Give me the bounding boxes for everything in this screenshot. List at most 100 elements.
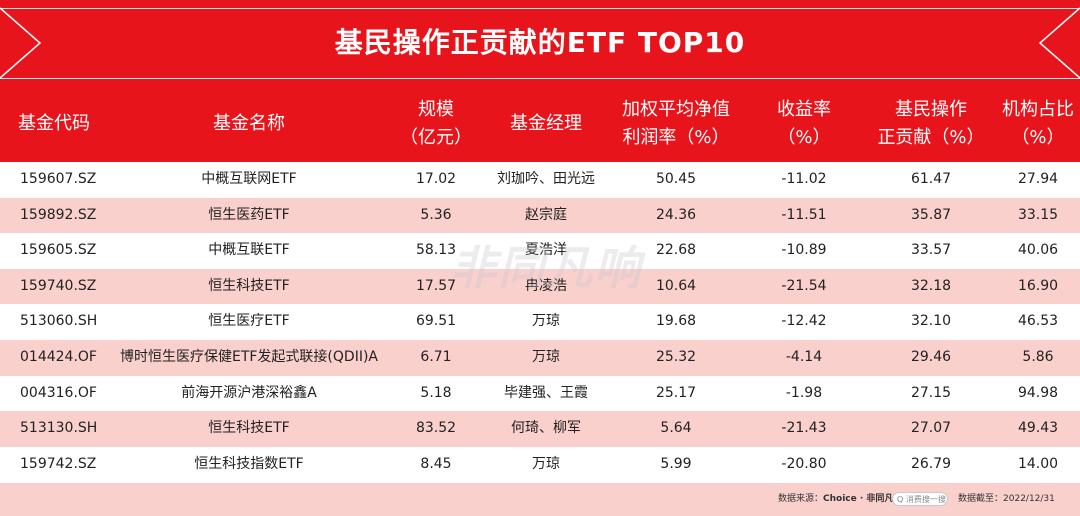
cell-yield: -21.54	[781, 277, 827, 294]
cell-code: 159892.SZ	[20, 206, 97, 223]
cell-code: 014424.OF	[20, 349, 97, 365]
cell-manager: 何琦、柳军	[511, 420, 581, 437]
cell-profit: 22.68	[655, 242, 697, 259]
cell-inst: 46.53	[1017, 313, 1059, 330]
header-inst-line2: （%）	[1011, 127, 1065, 148]
cell-yield: -10.89	[781, 242, 827, 259]
header-scale: 规模 （亿元）	[390, 86, 482, 162]
left-corner-decoration	[0, 7, 42, 79]
cell-manager: 冉凌浩	[525, 277, 567, 294]
cell-profit: 24.36	[655, 206, 697, 223]
table-row: 004316.OF 前海开源沪港深裕鑫A 5.18 毕建强、王霞 25.17 -1.98 2…	[0, 376, 1080, 412]
cell-inst: 49.43	[1017, 420, 1059, 437]
cell-scale: 8.45	[420, 455, 452, 472]
header-manager-label: 基金经理	[510, 113, 582, 134]
cell-inst: 27.94	[1017, 171, 1059, 187]
search-pill[interactable]: Q 消费搜一搜	[892, 492, 948, 506]
cell-yield: -21.43	[781, 420, 827, 437]
date-label: 数据截至：	[958, 494, 1004, 504]
title-bar: 基民操作正贡献的ETF TOP10	[0, 0, 1080, 86]
cell-scale: 6.71	[420, 349, 452, 365]
cell-yield: -12.42	[781, 313, 827, 330]
cell-yield: -1.98	[785, 384, 823, 401]
cell-inst: 16.90	[1017, 277, 1059, 294]
cell-yield: -20.80	[781, 455, 827, 472]
cell-inst: 94.98	[1017, 384, 1059, 401]
table-row: 159607.SZ 中概互联网ETF 17.02 刘珈吟、田光远 50.45 -11.02…	[0, 162, 1080, 198]
cell-contrib: 27.15	[910, 384, 952, 401]
cell-manager: 万琼	[532, 313, 560, 330]
cell-name: 恒生科技指数ETF	[194, 455, 304, 472]
cell-name: 恒生医药ETF	[208, 206, 290, 223]
cell-contrib: 35.87	[910, 206, 952, 223]
search-pill-text: Q 消费搜一搜	[897, 495, 946, 504]
cell-contrib: 32.10	[910, 313, 952, 330]
cell-name: 博时恒生医疗保健ETF发起式联接(QDII)A	[119, 349, 378, 365]
cell-name: 恒生医疗ETF	[208, 313, 290, 330]
title-top-line	[0, 8, 1080, 9]
table-header: 基金代码 基金名称 规模 （亿元） 基金经理 加权平均净值 利润率（%） 收益率…	[0, 86, 1080, 162]
cell-profit: 25.32	[655, 349, 697, 365]
cell-code: 513060.SH	[20, 313, 98, 330]
header-profit: 加权平均净值 利润率（%）	[610, 86, 742, 162]
cell-code: 159605.SZ	[20, 242, 97, 259]
cell-manager: 刘珈吟、田光远	[497, 171, 595, 187]
header-scale-line1: 规模	[418, 99, 454, 120]
cell-contrib: 26.79	[910, 455, 952, 472]
cell-contrib: 33.57	[910, 242, 952, 259]
cell-manager: 万琼	[532, 455, 560, 472]
cell-profit: 5.99	[660, 455, 692, 472]
cell-scale: 69.51	[415, 313, 457, 330]
cell-scale: 17.02	[415, 171, 457, 187]
header-profit-line1: 加权平均净值	[622, 99, 730, 120]
cell-profit: 25.17	[655, 384, 697, 401]
header-code: 基金代码	[0, 86, 108, 162]
header-profit-line2: 利润率（%）	[622, 127, 730, 148]
table-row: 014424.OF 博时恒生医疗保健ETF发起式联接(QDII)A 6.71 万琼 25…	[0, 340, 1080, 376]
table-row: 513130.SH 恒生科技ETF 83.52 何琦、柳军 5.64 -21.43 27.0…	[0, 411, 1080, 447]
header-contrib: 基民操作 正贡献（%）	[866, 86, 996, 162]
cell-manager: 万琼	[532, 349, 560, 365]
cell-inst: 5.86	[1022, 349, 1054, 365]
cell-profit: 10.64	[655, 277, 697, 294]
header-name: 基金名称	[108, 86, 390, 162]
header-yield-line1: 收益率	[777, 99, 831, 120]
header-name-label: 基金名称	[213, 113, 285, 134]
header-inst-line1: 机构占比	[1002, 99, 1074, 120]
cell-scale: 58.13	[415, 242, 457, 259]
cell-manager: 夏浩洋	[525, 242, 567, 259]
source-value: Choice · 非同凡响App	[823, 494, 923, 504]
right-corner-decoration	[1038, 7, 1080, 79]
page-title: 基民操作正贡献的ETF TOP10	[334, 26, 746, 59]
cell-code: 159740.SZ	[20, 277, 97, 294]
cell-scale: 5.18	[420, 384, 452, 401]
cell-profit: 50.45	[655, 171, 697, 187]
source-label: 数据来源：	[778, 494, 824, 504]
header-manager: 基金经理	[482, 86, 610, 162]
watermark-text: 非同凡响	[450, 241, 642, 295]
cell-scale: 17.57	[415, 277, 457, 294]
cell-name: 中概互联网ETF	[201, 171, 297, 187]
cell-code: 004316.OF	[20, 384, 97, 401]
cell-inst: 33.15	[1017, 206, 1059, 223]
cell-yield: -11.51	[781, 206, 827, 223]
cell-manager: 毕建强、王霞	[504, 384, 588, 401]
table-row: 513060.SH 恒生医疗ETF 69.51 万琼 19.68 -12.42 32.10 4…	[0, 304, 1080, 340]
table-row: 159740.SZ 恒生科技ETF 17.57 冉凌浩 10.64 -21.54 32.18…	[0, 268, 1080, 305]
header-contrib-line2: 正贡献（%）	[877, 127, 985, 148]
date-value: 2022/12/31	[1003, 494, 1055, 504]
header-inst: 机构占比 （%）	[996, 86, 1080, 162]
header-yield: 收益率 （%）	[742, 86, 866, 162]
header-contrib-line1: 基民操作	[895, 99, 967, 120]
footer-source: 数据来源：Choice · 非同凡响App	[778, 483, 922, 516]
header-code-label: 基金代码	[18, 113, 90, 134]
cell-inst: 40.06	[1017, 242, 1059, 259]
table-row: 159892.SZ 恒生医药ETF 5.36 赵宗庭 24.36 -11.51 35.87 3…	[0, 197, 1080, 234]
header-yield-line2: （%）	[777, 127, 831, 148]
cell-contrib: 61.47	[910, 171, 952, 187]
cell-contrib: 32.18	[910, 277, 952, 294]
cell-yield: -11.02	[781, 171, 827, 187]
cell-profit: 5.64	[660, 420, 692, 437]
cell-yield: -4.14	[785, 349, 823, 365]
cell-name: 中概互联ETF	[208, 242, 290, 259]
